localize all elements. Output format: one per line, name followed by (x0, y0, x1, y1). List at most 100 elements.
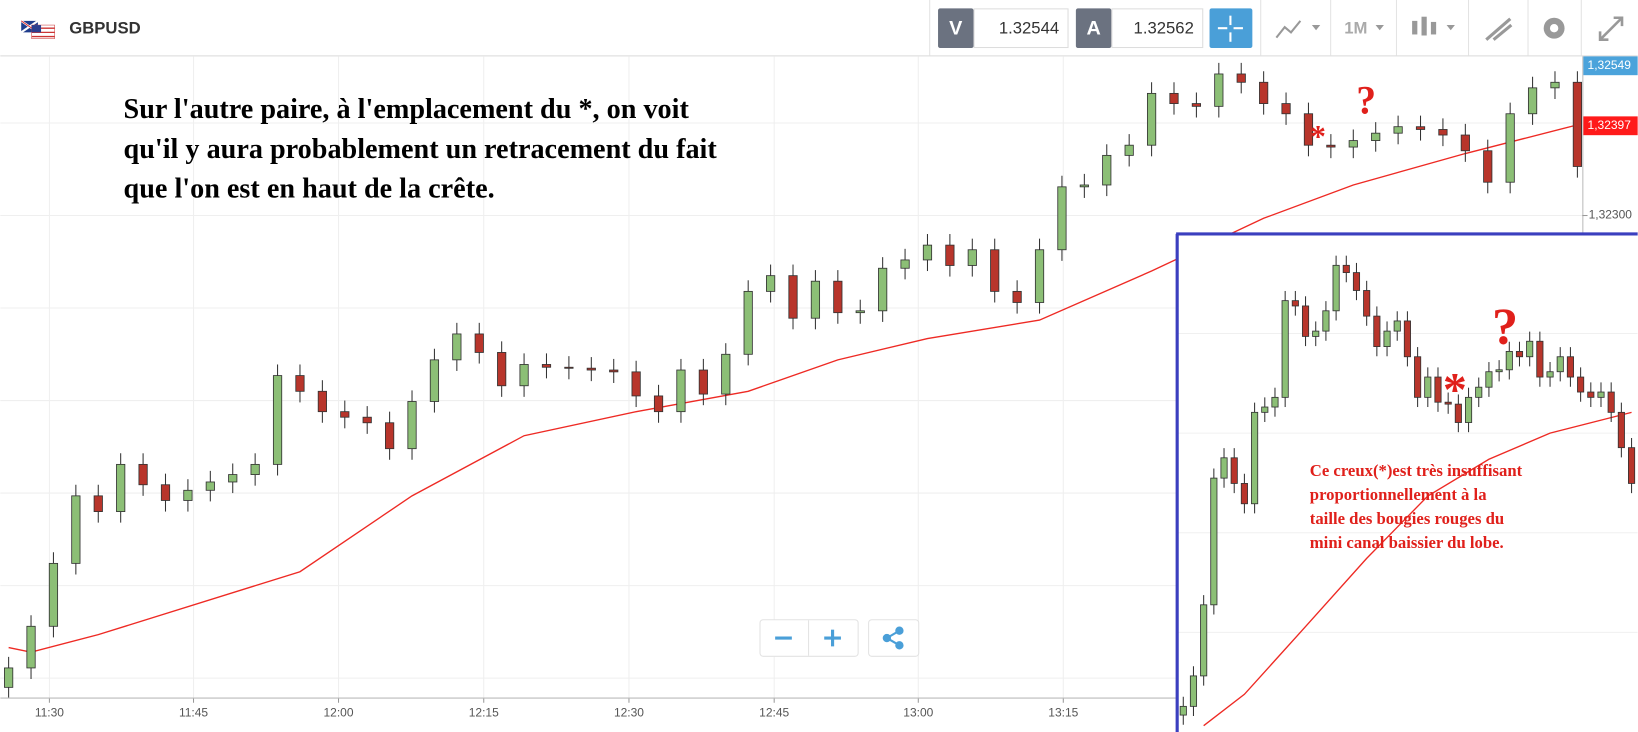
candle-body (631, 371, 641, 397)
candle-body (497, 352, 507, 387)
zoom-in-button[interactable] (824, 629, 841, 647)
candle-body (564, 366, 574, 369)
candle-body (1536, 340, 1544, 378)
candle-body (4, 667, 14, 688)
candle-body (743, 290, 753, 355)
x-tick-label: 12:45 (759, 705, 789, 719)
candle-body (878, 267, 888, 312)
annotation: Sur l'autre paire, à l'emplacement du *,… (124, 79, 1377, 205)
candle-body (990, 249, 1000, 292)
candle-body (1505, 350, 1513, 371)
candle-body (1342, 264, 1350, 274)
candle-body (1527, 87, 1538, 115)
candle-body (1301, 305, 1310, 337)
candle-body (766, 275, 776, 292)
candle-body (1483, 150, 1493, 183)
share-box (868, 619, 920, 657)
candle-body (1240, 483, 1248, 505)
price-tag-label: 1,32549 (1588, 58, 1632, 72)
candle-body (474, 333, 484, 353)
inset-note: Ce creux(*)est très insuffisant (1310, 461, 1523, 480)
chart-type-button[interactable] (1275, 20, 1321, 39)
inset-chart: Ce creux(*)est très insuffisant proporti… (1175, 232, 1638, 732)
candle-body (138, 463, 148, 486)
candle-body (1505, 113, 1515, 183)
candle-body (1291, 300, 1299, 307)
moving-average (8, 124, 1578, 653)
flag-icon (20, 20, 55, 39)
ask-button[interactable] (1075, 8, 1112, 49)
bid-button[interactable] (938, 8, 974, 49)
ask-label[interactable]: A (1086, 17, 1100, 39)
candle-body (160, 484, 171, 501)
candle-body (362, 416, 372, 424)
candle-body (272, 375, 283, 465)
candle-body (1373, 315, 1381, 347)
settings-button[interactable] (1543, 17, 1565, 39)
candle-body (1363, 290, 1371, 317)
candle-body (1200, 604, 1208, 677)
candle-body (1146, 92, 1157, 146)
timeframe-button[interactable]: 1M (1344, 19, 1367, 38)
candle-style-button[interactable] (1412, 16, 1455, 36)
candle-body (385, 422, 395, 450)
candle-body (317, 390, 327, 413)
candle-body (1475, 386, 1483, 398)
ask-box (1111, 8, 1204, 49)
candle-body (1079, 184, 1089, 188)
candle-body (1214, 73, 1224, 107)
candle-body (183, 489, 193, 501)
candle-body (116, 463, 126, 512)
timeframe-caret (1375, 25, 1384, 31)
crosshair-icon (1217, 15, 1243, 42)
candle-body (900, 259, 910, 269)
symbol: GBPUSD (69, 19, 140, 38)
inset-question: ? (1492, 298, 1518, 356)
candle-body (1403, 320, 1411, 358)
candle-body (1332, 264, 1340, 312)
candle-body (1526, 340, 1534, 358)
candle-body (1281, 300, 1289, 398)
candle-body (833, 280, 843, 314)
candle-body (1424, 376, 1432, 398)
candle-body (855, 310, 865, 314)
annotation-line: que l'on est en haut de la crête. (124, 174, 495, 205)
x-tick-label: 11:30 (35, 705, 64, 719)
candle-body (1464, 396, 1473, 423)
candle-body (609, 369, 619, 373)
candle-body (1617, 411, 1625, 449)
candle-body (1179, 705, 1187, 716)
candle-body (653, 395, 664, 413)
candle-body (1444, 401, 1452, 405)
candle-body (1495, 369, 1503, 373)
x-tick-label: 13:00 (903, 705, 933, 719)
ask-price: 1.32562 (1134, 19, 1194, 38)
candle-body (1271, 396, 1279, 408)
candle-body (1352, 272, 1361, 291)
share-button[interactable] (882, 626, 904, 650)
bid-label[interactable]: V (949, 17, 963, 39)
price-tag (1583, 56, 1638, 76)
fullscreen-button[interactable] (1598, 16, 1624, 41)
candle-body (1393, 126, 1403, 134)
crosshair-button[interactable] (1209, 8, 1253, 49)
candle-body (429, 359, 440, 402)
candle-body (676, 369, 686, 413)
candle-body (1322, 310, 1330, 332)
candle-body (1220, 457, 1228, 479)
candle-body (1460, 134, 1470, 152)
candle-body (1438, 129, 1448, 136)
candle-body (586, 367, 596, 371)
candle-body (1281, 103, 1291, 115)
candle-body (1169, 92, 1179, 104)
toolbar: GBPUSD V 1.32544 A 1.32562 1M (0, 0, 1638, 57)
candle-body (1515, 350, 1524, 358)
x-tick-label: 11:45 (179, 705, 208, 719)
candle-body (1057, 186, 1067, 251)
candle-body (1259, 81, 1269, 104)
inset-note: proportionnellement à la (1310, 485, 1487, 504)
x-tick-label: 12:30 (614, 705, 644, 719)
candle-body (48, 562, 59, 627)
candle-body (1303, 113, 1314, 146)
draw-button[interactable] (1485, 17, 1513, 41)
